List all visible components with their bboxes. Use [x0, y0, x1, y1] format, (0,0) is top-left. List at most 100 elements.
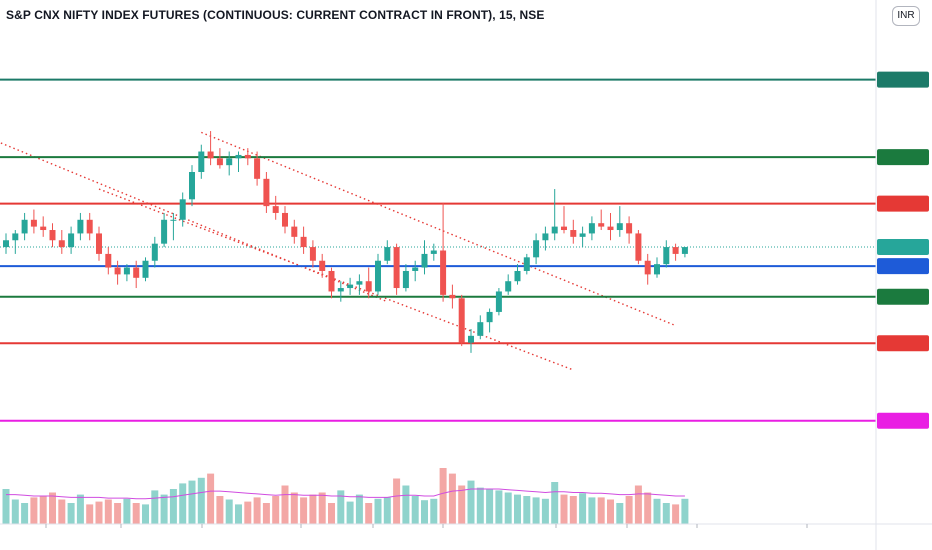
volume-bar: [653, 498, 661, 524]
candle-body: [216, 158, 223, 166]
candle-body: [49, 230, 56, 241]
volume-bar: [11, 499, 19, 524]
volume-bar: [616, 503, 624, 524]
level-lines: [0, 71, 929, 429]
volume-bar: [476, 487, 484, 524]
candle-body: [551, 226, 558, 234]
level-price-tag: [877, 412, 929, 429]
candle-body: [375, 260, 381, 292]
volume-bar: [151, 490, 159, 524]
volume-bar: [253, 497, 261, 524]
candle-body: [328, 270, 335, 292]
volume-bar: [21, 503, 29, 524]
candle-body: [579, 233, 586, 237]
volume-bar: [142, 504, 149, 524]
volume-bar: [337, 490, 345, 524]
candle-body: [561, 226, 567, 231]
candle-body: [114, 267, 121, 275]
volume-bar: [439, 468, 447, 524]
volume-bar: [597, 497, 605, 524]
level-price-tag: [877, 71, 929, 88]
candle-body: [30, 219, 37, 227]
volume-bar: [225, 499, 233, 524]
candle-body: [282, 212, 288, 227]
candlestick-series: [3, 131, 688, 353]
volume-bar: [588, 497, 596, 524]
volume-bar: [551, 482, 559, 524]
candle-body: [458, 298, 465, 343]
candle-body: [681, 247, 688, 254]
candle-body: [272, 206, 279, 213]
volume-bar: [86, 504, 94, 524]
volume-bar: [607, 499, 614, 524]
candle-body: [235, 154, 242, 159]
volume-bar: [235, 504, 242, 524]
candle-body: [402, 270, 409, 289]
candle-body: [616, 223, 623, 231]
candle-body: [654, 264, 660, 275]
volume-bar: [179, 483, 187, 524]
candle-body: [523, 257, 530, 271]
candle-body: [430, 250, 437, 254]
candle-body: [365, 281, 372, 292]
candle-body: [635, 233, 642, 261]
candle-body: [133, 267, 140, 278]
candle-body: [68, 233, 75, 248]
volume-bar: [123, 498, 131, 524]
volume-bar: [309, 494, 317, 524]
candle-body: [142, 260, 149, 278]
volume-bar: [569, 496, 577, 524]
volume-bar: [560, 494, 568, 524]
candle-body: [86, 219, 93, 234]
currency-button[interactable]: INR: [892, 6, 920, 26]
volume-bar: [300, 497, 308, 524]
volume-bar: [244, 501, 252, 524]
candle-body: [570, 230, 577, 237]
candle-body: [319, 260, 326, 271]
candle-body: [644, 260, 651, 275]
candle-body: [514, 270, 521, 282]
volume-bar: [355, 494, 363, 524]
volume-bar: [411, 496, 419, 524]
candle-body: [412, 267, 419, 271]
volume-bar: [495, 490, 503, 524]
candle-body: [21, 219, 28, 234]
candle-body: [170, 219, 177, 221]
candle-body: [347, 284, 354, 289]
volume-bar: [504, 492, 512, 524]
volume-bar: [290, 492, 298, 524]
volume-bar: [216, 496, 224, 524]
candle-body: [123, 267, 130, 275]
volume-bar: [30, 497, 38, 524]
chart-title: S&P CNX NIFTY INDEX FUTURES (CONTINUOUS:…: [6, 8, 545, 22]
volume-bar: [393, 478, 401, 524]
volume-bar: [467, 480, 475, 524]
candle-body: [309, 247, 316, 261]
candle-body: [40, 226, 47, 231]
level-price-tag: [877, 195, 929, 212]
candle-body: [468, 335, 474, 343]
candle-body: [486, 311, 493, 323]
volume-bar: [281, 485, 289, 524]
time-axis: [0, 523, 932, 528]
candle-body: [533, 240, 540, 258]
candle-body: [495, 291, 502, 312]
volume-bar: [644, 492, 652, 524]
candle-body: [105, 253, 112, 268]
volume-bar: [662, 503, 670, 524]
level-price-tag: [877, 258, 929, 275]
volume-bar: [262, 503, 270, 524]
volume-bar: [514, 494, 521, 524]
candle-body: [96, 233, 102, 254]
candle-body: [207, 151, 214, 159]
candle-body: [254, 158, 261, 179]
volume-bar: [541, 498, 549, 524]
volume-bar: [114, 503, 122, 524]
candle-body: [151, 243, 158, 261]
volume-bar: [421, 500, 428, 524]
candle-body: [244, 154, 251, 159]
volume-bar: [634, 485, 642, 524]
candle-body: [198, 151, 205, 172]
volume-bar: [49, 492, 56, 524]
